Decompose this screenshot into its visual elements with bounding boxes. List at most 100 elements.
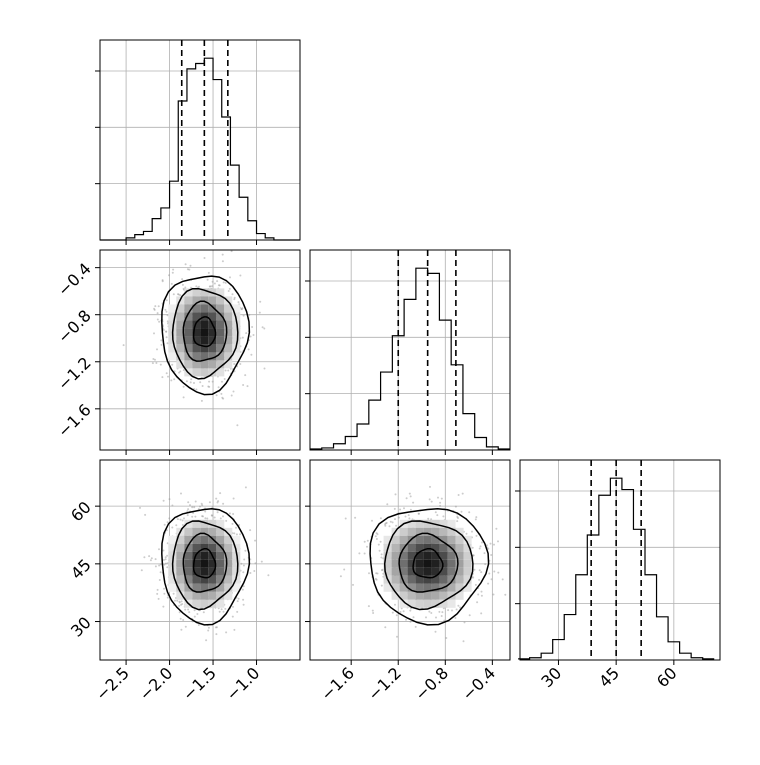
scatter-point: [201, 385, 204, 387]
scatter-point: [468, 511, 471, 514]
scatter-point: [179, 370, 182, 373]
density-cell: [232, 320, 241, 329]
scatter-point: [478, 547, 481, 550]
density-cell: [415, 551, 424, 560]
scatter-point: [409, 508, 412, 511]
scatter-point: [161, 279, 164, 282]
density-cell: [184, 527, 193, 536]
density-cell: [184, 328, 193, 337]
scatter-point: [215, 497, 218, 500]
scatter-point: [222, 515, 224, 518]
scatter-point: [488, 572, 491, 575]
scatter-point: [156, 588, 159, 591]
scatter-point: [480, 594, 483, 597]
scatter-point: [267, 574, 270, 577]
scatter-point: [166, 542, 169, 545]
density-cell: [216, 288, 225, 297]
scatter-point: [474, 583, 477, 586]
scatter-point: [252, 334, 255, 336]
scatter-point: [180, 628, 183, 631]
density-cell: [168, 304, 177, 313]
density-cell: [168, 344, 177, 353]
scatter-point: [436, 514, 439, 517]
scatter-point: [215, 394, 218, 397]
scatter-point: [224, 369, 227, 372]
scatter-point: [391, 521, 394, 524]
scatter-point: [172, 268, 175, 271]
density-cell: [399, 535, 408, 544]
scatter-point: [153, 307, 156, 310]
scatter-point: [195, 388, 198, 391]
density-cell: [184, 320, 193, 329]
density-cell: [447, 567, 456, 576]
scatter-point: [236, 424, 239, 427]
scatter-point: [379, 517, 382, 520]
density-cell: [192, 288, 201, 297]
density-cell: [168, 352, 177, 361]
scatter-point: [236, 610, 239, 613]
scatter-point: [367, 605, 370, 608]
scatter-point: [152, 358, 155, 360]
scatter-point: [442, 515, 445, 518]
density-cell: [200, 352, 209, 361]
scatter-point: [490, 554, 493, 556]
density-cell: [391, 575, 400, 584]
scatter-point: [194, 500, 197, 503]
scatter-point: [344, 517, 347, 520]
density-cell: [184, 344, 193, 353]
density-cell: [224, 312, 233, 321]
density-cell: [216, 336, 225, 345]
density-cell: [415, 535, 424, 544]
scatter-point: [171, 271, 174, 274]
scatter-point: [417, 512, 420, 515]
scatter-point: [224, 607, 227, 610]
scatter-point: [181, 519, 184, 522]
histogram-step-0: [100, 57, 300, 241]
density-cell: [200, 567, 209, 576]
scatter-point: [388, 525, 391, 528]
density-cell: [200, 304, 209, 313]
scatter-point: [248, 313, 251, 316]
scatter-point: [354, 516, 357, 519]
scatter-point: [242, 384, 245, 386]
scatter-point: [176, 518, 179, 521]
density-cell: [232, 336, 241, 345]
scatter-point: [394, 603, 396, 606]
scatter-point: [193, 382, 195, 384]
scatter-point: [363, 552, 366, 555]
scatter-point: [189, 264, 192, 267]
density-cell: [200, 328, 209, 337]
scatter-point: [472, 554, 475, 557]
scatter-point: [168, 517, 171, 520]
density-cell: [407, 575, 416, 584]
density-cell: [208, 304, 217, 313]
scatter-point: [352, 583, 354, 586]
scatter-point: [221, 260, 224, 263]
scatter-point: [166, 521, 169, 524]
density-cell: [168, 551, 177, 560]
scatter-point: [183, 517, 185, 520]
scatter-point: [368, 572, 370, 575]
scatter-point: [430, 612, 433, 614]
density-cell: [208, 296, 217, 305]
contour-2σ: [161, 275, 251, 396]
scatter-point: [371, 519, 373, 522]
scatter-point: [140, 569, 143, 572]
scatter-point: [457, 517, 459, 519]
scatter-point: [254, 562, 257, 565]
density-cell: [423, 599, 432, 608]
scatter-point: [184, 625, 187, 628]
scatter-point: [497, 540, 499, 543]
scatter-point: [217, 386, 220, 389]
scatter-point: [213, 282, 216, 285]
scatter-point: [182, 396, 185, 399]
scatter-point: [160, 339, 163, 342]
density-cell: [208, 368, 217, 377]
scatter-point: [476, 601, 479, 604]
density-cell: [455, 535, 464, 544]
scatter-point: [184, 263, 187, 266]
density-cell: [399, 527, 408, 536]
density-cell: [399, 559, 408, 568]
scatter-point: [177, 293, 180, 296]
scatter-point: [222, 397, 225, 400]
